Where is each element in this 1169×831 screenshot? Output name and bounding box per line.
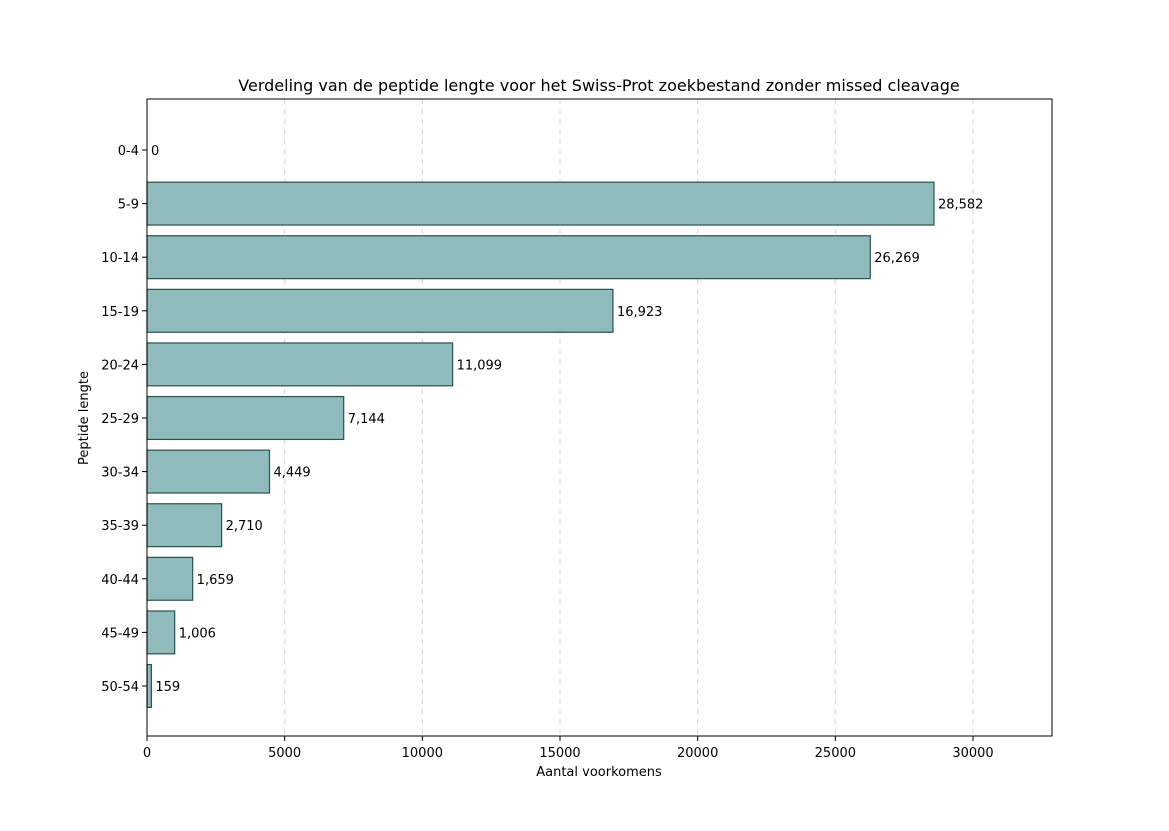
- data-label-45-49: 1,006: [179, 626, 216, 641]
- bar-5-9: [146, 181, 935, 226]
- plot-frame: [146, 98, 1053, 737]
- x-tick-label: 5000: [268, 746, 301, 761]
- bar-25-29: [146, 395, 345, 441]
- data-label-25-29: 7,144: [348, 412, 385, 427]
- x-axis-ticks: 0 5000 10000 15000 20000 25000 30000: [143, 736, 994, 761]
- bar-15-19: [146, 288, 614, 333]
- bar-50-54: [146, 663, 152, 709]
- bar-20-24: [146, 342, 454, 387]
- y-tick-label-10-14: 10-14: [101, 251, 139, 266]
- x-tick-label: 0: [143, 746, 151, 761]
- x-tick-label: 25000: [815, 746, 856, 761]
- grid-lines: [284, 99, 974, 736]
- data-label-15-19: 16,923: [617, 305, 663, 320]
- x-tick-label: 15000: [539, 746, 580, 761]
- y-tick-label-35-39: 35-39: [101, 519, 139, 534]
- y-tick-label-20-24: 20-24: [101, 358, 139, 373]
- y-axis-label: Peptide lengte: [77, 371, 92, 465]
- bar-40-44: [146, 556, 194, 601]
- data-label-10-14: 26,269: [874, 251, 920, 266]
- x-axis-label: Aantal voorkomens: [536, 765, 662, 780]
- x-tick-label: 20000: [677, 746, 718, 761]
- x-tick-label: 30000: [952, 746, 993, 761]
- bar-45-49: [146, 610, 176, 655]
- x-tick-label: 10000: [402, 746, 443, 761]
- bars: [146, 181, 935, 709]
- y-tick-label-45-49: 45-49: [101, 626, 139, 641]
- y-tick-label-15-19: 15-19: [101, 305, 139, 320]
- data-label-0-4: 0: [151, 144, 159, 159]
- y-tick-label-25-29: 25-29: [101, 412, 139, 427]
- y-tick-label-30-34: 30-34: [101, 466, 139, 481]
- data-label-30-34: 4,449: [273, 466, 310, 481]
- bar-10-14: [146, 235, 871, 280]
- data-labels: 0 28,582 26,269 16,923 11,099 7,144 4,449 2,710…: [151, 144, 983, 695]
- y-tick-label-5-9: 5-9: [118, 198, 139, 213]
- data-label-5-9: 28,582: [938, 198, 984, 213]
- data-label-40-44: 1,659: [197, 573, 234, 588]
- y-axis-ticks: 0-4 5-9 10-14 15-19 20-24 25-29 30-34 35-39 40-4…: [101, 144, 147, 695]
- bar-30-34: [146, 449, 271, 494]
- data-label-35-39: 2,710: [226, 519, 263, 534]
- y-tick-label-40-44: 40-44: [101, 573, 139, 588]
- chart-title: Verdeling van de peptide lengte voor het…: [238, 76, 959, 95]
- y-tick-label-50-54: 50-54: [101, 680, 139, 695]
- data-label-20-24: 11,099: [457, 358, 503, 373]
- y-tick-label-0-4: 0-4: [118, 144, 139, 159]
- data-label-50-54: 159: [155, 680, 180, 695]
- bar-35-39: [146, 503, 223, 548]
